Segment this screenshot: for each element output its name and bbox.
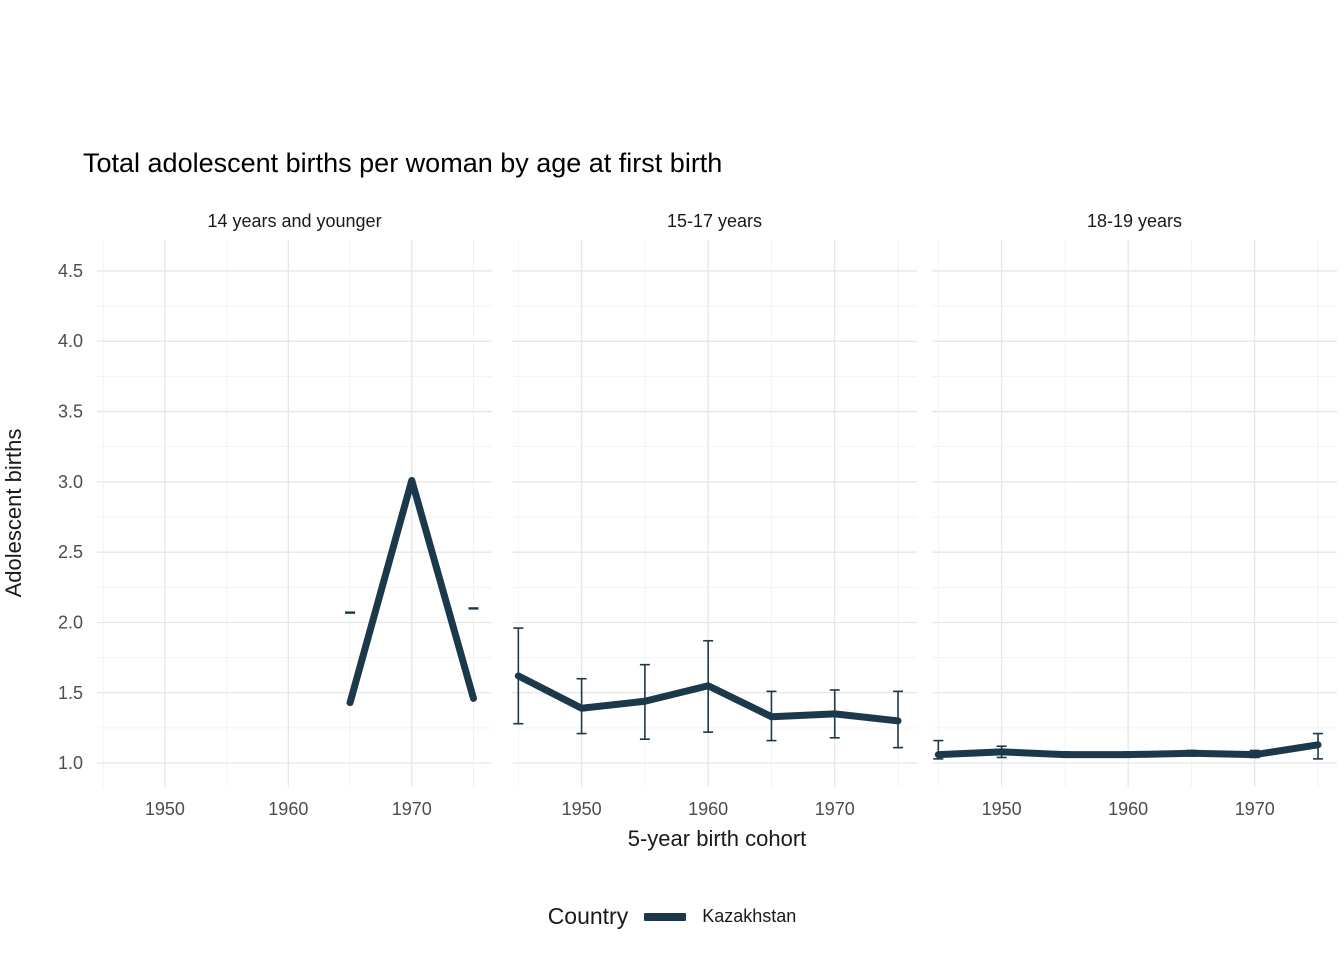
x-tick-label: 1960 xyxy=(268,799,308,819)
x-tick-label: 1950 xyxy=(145,799,185,819)
facet-label-15-17: 15-17 years xyxy=(666,211,763,231)
x-tick-label: 1970 xyxy=(1235,799,1275,819)
y-tick-label: 1.5 xyxy=(58,683,83,703)
x-tick-label: 1960 xyxy=(688,799,728,819)
legend-title: Country xyxy=(547,903,629,929)
x-axis-title: 5-year birth cohort xyxy=(627,826,807,851)
y-tick-label: 4.5 xyxy=(58,261,83,281)
x-tick-label: 1960 xyxy=(1108,799,1148,819)
y-tick-label: 3.0 xyxy=(58,472,83,492)
y-tick-label: 2.0 xyxy=(58,612,83,632)
trend-line xyxy=(346,476,477,707)
legend-entry-kazakhstan: Kazakhstan xyxy=(702,906,797,926)
facet-panel: 1950 1960 1970 xyxy=(512,240,917,819)
y-tick-label: 4.0 xyxy=(58,331,83,351)
y-tick-label: 3.5 xyxy=(58,402,83,422)
legend-line-swatch-icon xyxy=(644,912,687,921)
panel-background xyxy=(512,240,917,787)
trend-line xyxy=(934,741,1322,759)
y-tick-label: 2.5 xyxy=(58,542,83,562)
facet-panel: 1950 1960 1970 xyxy=(932,240,1337,819)
x-tick-label: 1970 xyxy=(815,799,855,819)
panel-background xyxy=(932,240,1337,787)
chart-title: Total adolescent births per woman by age… xyxy=(83,148,723,178)
panel-background xyxy=(97,240,492,787)
facet-panel: 1950 1960 1970 xyxy=(97,240,492,819)
trend-line xyxy=(514,672,902,725)
x-tick-label: 1950 xyxy=(982,799,1022,819)
facet-label-18-19: 18-19 years xyxy=(1086,211,1183,231)
legend: Country Kazakhstan xyxy=(0,903,1344,930)
y-tick-label: 1.0 xyxy=(58,753,83,773)
x-tick-label: 1950 xyxy=(562,799,602,819)
x-tick-label: 1970 xyxy=(392,799,432,819)
facet-label-14-and-younger: 14 years and younger xyxy=(207,211,382,231)
